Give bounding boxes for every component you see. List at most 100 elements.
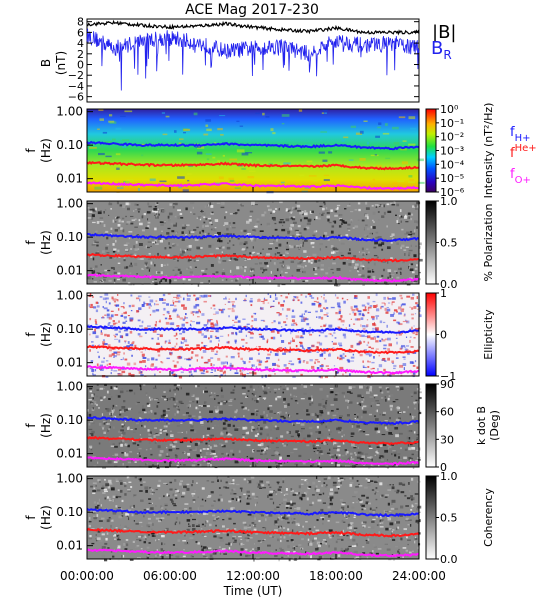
kdotb-pixel <box>93 393 95 396</box>
intensity-pixel <box>359 130 364 134</box>
coherency-pixel <box>317 496 319 499</box>
ellipticity-pixel <box>92 372 94 376</box>
kdotb-pixel <box>249 420 252 424</box>
kdotb-pixel <box>268 405 273 407</box>
freq-ylabel-main: f <box>24 240 38 245</box>
kdotb-pixel <box>384 449 389 453</box>
polarization-pixel <box>243 258 248 260</box>
ellipticity-pixel <box>129 331 133 334</box>
kdotb-pixel <box>339 415 343 417</box>
ellipticity-pixel <box>224 303 227 305</box>
polarization-pixel <box>264 261 269 265</box>
kdotb-pixel <box>317 447 321 450</box>
intensity-pixel <box>376 165 383 167</box>
ellipticity-pixel <box>364 325 368 328</box>
ellipticity-pixel <box>309 294 313 298</box>
polarization-pixel <box>104 269 109 272</box>
kdotb-pixel <box>356 425 361 428</box>
kdotb-pixel <box>213 424 217 427</box>
ellipticity-pixel <box>95 323 98 326</box>
kdotb-pixel <box>296 464 298 467</box>
ellipticity-pixel <box>140 351 143 353</box>
ellipticity-pixel <box>301 346 304 349</box>
coherency-pixel <box>146 524 150 527</box>
kdotb-pixel <box>321 441 324 444</box>
kdotb-pixel <box>202 448 206 450</box>
kdotb-pixel <box>323 443 327 446</box>
polarization-pixel <box>394 238 397 240</box>
ellipticity-pixel <box>222 365 227 367</box>
ellipticity-pixel <box>109 349 112 352</box>
kdotb-pixel <box>318 403 322 407</box>
polarization-pixel <box>290 224 294 227</box>
coherency-pixel <box>113 538 117 540</box>
ellipticity-pixel <box>331 340 333 343</box>
kdotb-pixel <box>346 391 351 393</box>
polarization-pixel <box>362 283 365 286</box>
ellipticity-pixel <box>361 304 366 307</box>
ellipticity-pixel <box>361 334 365 338</box>
kdotb-pixel <box>277 396 282 399</box>
intensity-pixel <box>384 123 388 127</box>
kdotb-image <box>87 384 419 467</box>
kdotb-pixel <box>141 424 143 427</box>
coherency-pixel <box>336 485 341 488</box>
ellipticity-pixel <box>410 313 415 316</box>
coherency-pixel <box>247 494 251 497</box>
kdotb-pixel <box>216 395 219 397</box>
coherency-pixel <box>247 526 252 529</box>
intensity-pixel <box>308 175 317 177</box>
ellipticity-pixel <box>414 360 417 363</box>
kdotb-pixel <box>411 439 415 442</box>
coherency-pixel <box>163 482 167 484</box>
polarization-pixel <box>418 242 422 246</box>
coherency-pixel <box>274 555 278 558</box>
intensity-pixel <box>301 190 308 192</box>
polarization-pixel <box>104 231 107 235</box>
ellipticity-pixel <box>162 298 164 301</box>
polarization-pixel <box>157 271 161 274</box>
kdotb-pixel <box>350 458 355 461</box>
intensity-pixel <box>408 175 413 178</box>
kdotb-pixel <box>291 422 293 426</box>
coherency-pixel <box>328 514 331 518</box>
ellipticity-pixel <box>355 333 360 336</box>
kdotb-pixel <box>251 397 254 401</box>
kdotb-pixel <box>403 439 406 442</box>
kdotb-pixel <box>157 401 160 404</box>
coherency-pixel <box>274 490 277 494</box>
intensity-pixel <box>234 187 241 189</box>
ellipticity-pixel <box>211 349 215 353</box>
polarization-pixel <box>102 278 106 282</box>
ellipticity-pixel <box>398 330 400 333</box>
polarization-pixel <box>99 222 102 225</box>
kdotb-pixel <box>370 463 373 467</box>
kdotb-pixel <box>269 391 271 393</box>
coherency-pixel <box>182 555 186 558</box>
coherency-pixel <box>93 518 97 521</box>
polarization-pixel <box>232 212 236 215</box>
coherency-pixel <box>112 495 116 499</box>
ellipticity-pixel <box>106 309 110 312</box>
ellipticity-pixel <box>125 333 129 337</box>
ellipticity-pixel <box>336 356 339 360</box>
coherency-pixel <box>111 486 115 489</box>
kdotb-pixel <box>362 410 367 414</box>
coherency-pixel <box>297 502 301 504</box>
intensity-pixel <box>281 114 290 117</box>
ellipticity-pixel <box>345 327 347 330</box>
polarization-pixel <box>348 270 352 272</box>
ellipticity-pixel <box>291 323 295 327</box>
kdotb-pixel <box>322 440 326 444</box>
kdotb-pixel <box>378 457 382 459</box>
polarization-pixel <box>408 267 410 269</box>
polarization-pixel <box>154 212 158 214</box>
coherency-pixel <box>381 494 384 497</box>
polarization-pixel <box>185 207 188 211</box>
polarization-pixel <box>246 246 249 249</box>
ellipticity-pixel <box>283 364 287 367</box>
ellipticity-pixel <box>214 323 219 327</box>
polarization-pixel <box>234 212 238 214</box>
polarization-pixel <box>160 223 164 226</box>
kdotb-pixel <box>364 384 366 386</box>
